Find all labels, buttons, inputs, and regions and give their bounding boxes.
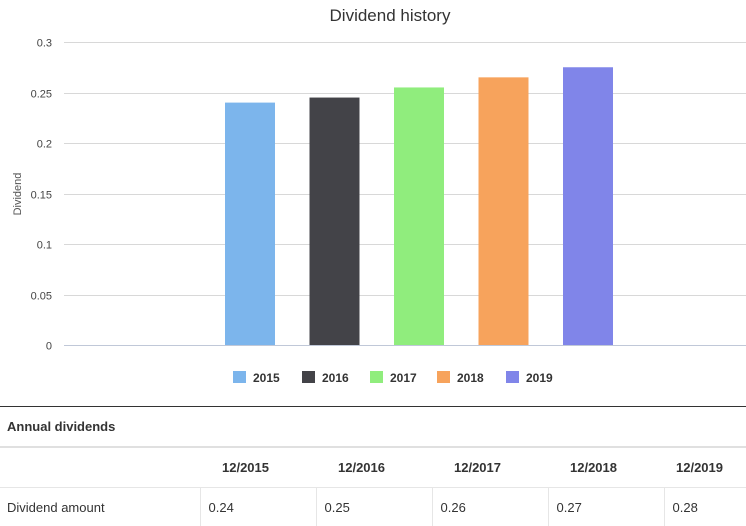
legend-item-2016[interactable]: 2016 bbox=[302, 371, 349, 385]
legend-swatch bbox=[370, 371, 383, 383]
table-header-cell: 12/2017 bbox=[432, 447, 548, 488]
bar-2017[interactable] bbox=[394, 87, 444, 345]
bar-2018[interactable] bbox=[479, 77, 529, 345]
chart-title: Dividend history bbox=[330, 6, 451, 25]
y-axis-ticks: 0 0.05 0.1 0.15 0.2 0.25 0.3 bbox=[31, 38, 52, 353]
legend-label: 2019 bbox=[526, 371, 553, 385]
row-label: Dividend amount bbox=[0, 488, 200, 526]
y-tick-label: 0.15 bbox=[31, 190, 52, 202]
table-cell: 0.26 bbox=[432, 488, 548, 526]
y-tick-label: 0.1 bbox=[37, 240, 52, 252]
table-cell: 0.28 bbox=[664, 488, 746, 526]
y-tick-label: 0.05 bbox=[31, 291, 52, 303]
table-row: Dividend amount 0.24 0.25 0.26 0.27 0.28 bbox=[0, 488, 746, 526]
legend-label: 2018 bbox=[457, 371, 484, 385]
bar-2015[interactable] bbox=[225, 103, 275, 345]
legend-swatch bbox=[302, 371, 315, 383]
legend-label: 2016 bbox=[322, 371, 349, 385]
y-tick-label: 0.3 bbox=[37, 38, 52, 50]
annual-dividends-section: Annual dividends 12/2015 12/2016 12/2017… bbox=[0, 406, 746, 526]
legend-swatch bbox=[437, 371, 450, 383]
table-cell: 0.25 bbox=[316, 488, 432, 526]
y-axis-label: Dividend bbox=[12, 173, 24, 216]
bar-2019[interactable] bbox=[563, 67, 613, 345]
legend-item-2018[interactable]: 2018 bbox=[437, 371, 484, 385]
legend-swatch bbox=[233, 371, 246, 383]
y-tick-label: 0.2 bbox=[37, 139, 52, 151]
table-header-row: 12/2015 12/2016 12/2017 12/2018 12/2019 bbox=[0, 447, 746, 488]
table-header-cell: 12/2019 bbox=[664, 447, 746, 488]
table-header-cell: 12/2015 bbox=[200, 447, 316, 488]
legend-item-2019[interactable]: 2019 bbox=[506, 371, 553, 385]
dividend-chart: Dividend history 00.050.10.150.20.250.3 … bbox=[0, 0, 746, 400]
dividends-table: 12/2015 12/2016 12/2017 12/2018 12/2019 … bbox=[0, 446, 746, 526]
y-tick-label: 0 bbox=[46, 341, 52, 353]
chart-legend[interactable]: 2015 2016 2017 2018 2019 bbox=[233, 371, 553, 385]
legend-swatch bbox=[506, 371, 519, 383]
table-cell: 0.24 bbox=[200, 488, 316, 526]
bar-2016[interactable] bbox=[310, 98, 360, 345]
legend-label: 2015 bbox=[253, 371, 280, 385]
legend-label: 2017 bbox=[390, 371, 417, 385]
table-header-cell bbox=[0, 447, 200, 488]
table-cell: 0.27 bbox=[548, 488, 664, 526]
chart-bars bbox=[225, 67, 613, 345]
legend-item-2017[interactable]: 2017 bbox=[370, 371, 417, 385]
y-tick-label: 0.25 bbox=[31, 89, 52, 101]
table-title: Annual dividends bbox=[0, 407, 746, 446]
table-header-cell: 12/2016 bbox=[316, 447, 432, 488]
legend-item-2015[interactable]: 2015 bbox=[233, 371, 280, 385]
table-header-cell: 12/2018 bbox=[548, 447, 664, 488]
